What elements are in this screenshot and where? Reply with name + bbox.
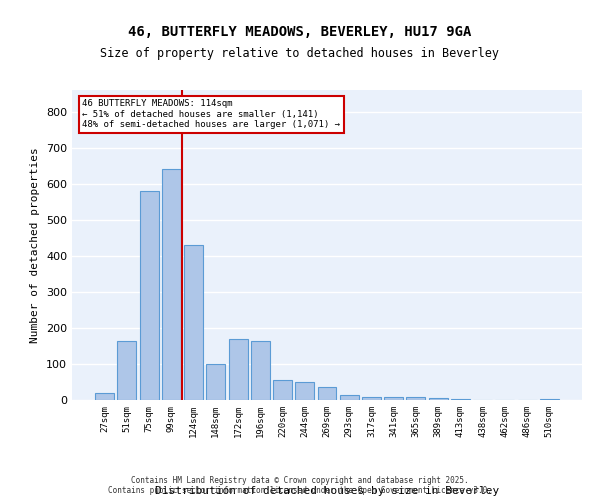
X-axis label: Distribution of detached houses by size in Beverley: Distribution of detached houses by size …: [155, 486, 499, 496]
Bar: [406, 397, 425, 400]
Bar: [429, 398, 448, 400]
Bar: [251, 340, 270, 400]
Text: 46, BUTTERFLY MEADOWS, BEVERLEY, HU17 9GA: 46, BUTTERFLY MEADOWS, BEVERLEY, HU17 9G…: [128, 25, 472, 39]
Bar: [184, 245, 203, 400]
Bar: [317, 388, 337, 400]
Bar: [95, 393, 114, 400]
Text: Size of property relative to detached houses in Beverley: Size of property relative to detached ho…: [101, 48, 499, 60]
Y-axis label: Number of detached properties: Number of detached properties: [31, 147, 40, 343]
Bar: [118, 340, 136, 400]
Bar: [295, 382, 314, 400]
Bar: [140, 191, 158, 400]
Bar: [273, 380, 292, 400]
Text: 46 BUTTERFLY MEADOWS: 114sqm
← 51% of detached houses are smaller (1,141)
48% of: 46 BUTTERFLY MEADOWS: 114sqm ← 51% of de…: [82, 100, 340, 129]
Text: Contains HM Land Registry data © Crown copyright and database right 2025.
Contai: Contains HM Land Registry data © Crown c…: [108, 476, 492, 495]
Bar: [384, 397, 403, 400]
Bar: [206, 364, 225, 400]
Bar: [340, 396, 359, 400]
Bar: [229, 338, 248, 400]
Bar: [162, 170, 181, 400]
Bar: [362, 397, 381, 400]
